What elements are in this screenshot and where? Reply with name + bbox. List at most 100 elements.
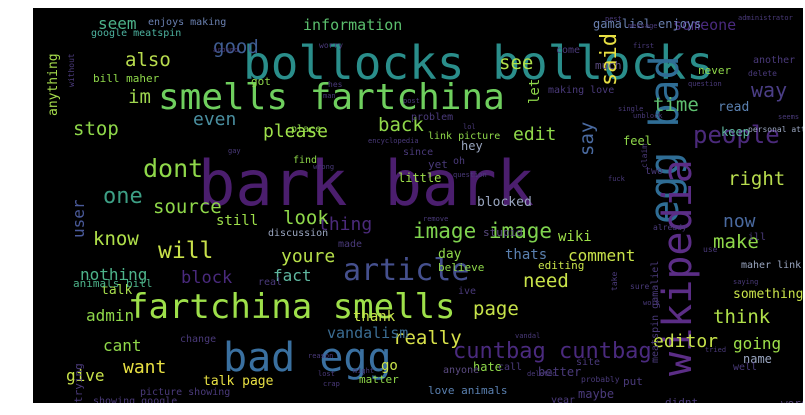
word-pest: pest: [605, 15, 622, 23]
word-call: call: [498, 362, 523, 373]
word-read: read: [718, 100, 750, 115]
word-place: place: [291, 124, 322, 135]
word-seems: seems: [778, 113, 800, 121]
word-bill-maher: bill maher: [93, 72, 160, 85]
word-admin: admin: [86, 306, 135, 325]
word-yet: yet: [428, 158, 448, 171]
word-matter: matter: [359, 373, 399, 386]
word-good: good: [213, 36, 259, 58]
word-take: take: [610, 271, 619, 291]
word-hes: hes: [328, 80, 343, 89]
word-word: word: [781, 398, 803, 403]
word-day: day: [438, 247, 462, 262]
word-anything: anything: [46, 53, 61, 116]
word-please: please: [263, 121, 329, 142]
word-block: block: [181, 268, 233, 288]
word-maher-link: maher link: [741, 260, 802, 271]
word-unblock: unblock: [633, 112, 663, 120]
word-little: little: [398, 171, 442, 185]
word-use: use: [703, 245, 718, 254]
word-link-picture: link picture: [428, 131, 501, 142]
word-around: around: [213, 46, 239, 54]
word-love-animals: love animals: [428, 384, 508, 397]
word-picture-showing: picture showing: [140, 387, 231, 398]
word-two: two: [645, 166, 664, 177]
word-talk: talk: [101, 283, 133, 298]
word-claim: claim: [640, 143, 649, 168]
word-without: without: [67, 53, 76, 87]
word-need: need: [523, 270, 569, 292]
word-worry: worry: [319, 41, 344, 50]
word-gamaliel-enjoys: gamaliel enjoys: [593, 17, 702, 31]
word-work: work: [643, 299, 660, 307]
word-fact: fact: [273, 266, 312, 285]
word-made: made: [338, 239, 363, 250]
word-talk-page: talk page: [203, 374, 274, 389]
word-cuntbag-cuntbag: cuntbag cuntbag: [453, 339, 652, 364]
word-ive: ive: [458, 286, 477, 297]
word-image-image: image image: [413, 219, 553, 243]
word-remove: remove: [423, 215, 449, 223]
word-google-meatspin: google meatspin: [91, 28, 182, 39]
word-believe: believe: [438, 261, 485, 274]
word-fartchina-smells: fartchina smells: [128, 287, 456, 327]
word-smells-fartchina: smells fartchina: [158, 77, 505, 118]
word-time: time: [653, 94, 699, 116]
word-much: much: [595, 59, 622, 72]
word-going: going: [733, 334, 782, 353]
word-way: way: [751, 78, 788, 102]
word-put: put: [623, 375, 643, 388]
word-give: give: [66, 366, 105, 385]
word-comment: comment: [568, 246, 636, 265]
word-information: information: [303, 16, 403, 34]
word-one: one: [103, 184, 143, 209]
word-will: will: [158, 238, 214, 264]
word-thank: thank: [353, 309, 396, 325]
word-name: name: [743, 352, 772, 366]
word-bark-bark: bark bark: [198, 147, 534, 220]
word-anyone: anyone: [443, 365, 480, 376]
word-meatspin-gamaliel: meatspin gamaliel: [650, 260, 661, 363]
word-lol: lol: [463, 123, 476, 131]
word-hate: hate: [473, 360, 502, 374]
word-want: want: [123, 357, 167, 378]
word-vandal: vandal: [515, 332, 541, 340]
word-encyclopedia: encyclopedia: [368, 137, 419, 145]
word-editing: editing: [538, 259, 585, 272]
word-saying: saying: [733, 278, 759, 286]
word-really: really: [393, 327, 462, 349]
word-cloud: bark bark bollocks bollocks smells fartchi…: [33, 8, 803, 403]
word-article: article: [343, 253, 470, 288]
word-wiki: wiki: [558, 229, 592, 245]
word-cant: cant: [103, 336, 142, 355]
word-making-love: making love: [548, 85, 615, 96]
word-change: change: [180, 334, 217, 345]
word-enjoys-making: enjoys making: [148, 17, 227, 28]
word-discussion: discussion: [268, 228, 329, 239]
word-seem: seem: [98, 14, 137, 33]
word-dont: dont: [143, 154, 204, 183]
word-keep: keep: [721, 125, 750, 139]
word-even: even: [193, 109, 237, 130]
word-come: come: [556, 45, 581, 56]
word-got: got: [251, 75, 271, 88]
word-question: question: [688, 80, 722, 88]
word-nothing: nothing: [80, 265, 148, 284]
word-man: man: [323, 92, 336, 100]
word-editor: editor: [653, 331, 719, 352]
word-bollocks-bollocks: bollocks bollocks: [243, 36, 714, 90]
word-find: find: [293, 155, 318, 166]
word-might: might: [353, 367, 375, 375]
word-another: another: [753, 55, 796, 66]
word-page: page: [473, 298, 519, 320]
word-site: site: [576, 357, 601, 368]
word-lost: lost: [318, 370, 335, 378]
word-vandalism: vandalism: [327, 324, 409, 342]
word-showing-google: showing google: [93, 396, 178, 404]
word-user: user: [69, 199, 88, 238]
word-well: well: [733, 362, 758, 373]
word-since: since: [403, 147, 434, 158]
word-make: make: [713, 231, 759, 253]
word-fuck: fuck: [608, 175, 625, 183]
word-people: people: [693, 121, 780, 149]
